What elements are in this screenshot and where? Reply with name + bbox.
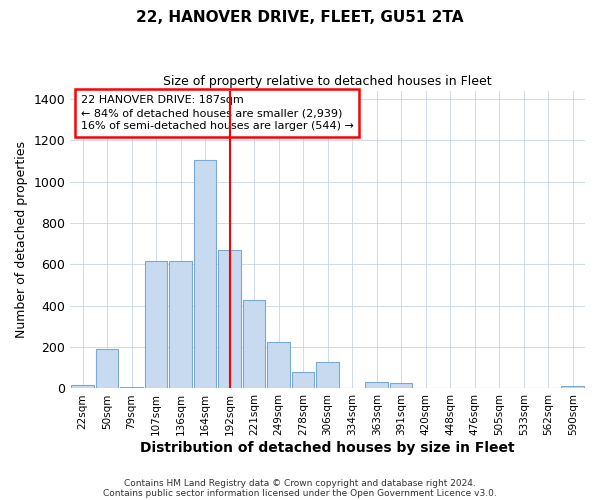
Bar [243, 300, 265, 388]
Bar [390, 384, 412, 388]
Text: Contains public sector information licensed under the Open Government Licence v3: Contains public sector information licen… [103, 488, 497, 498]
Bar [316, 362, 339, 388]
Bar [218, 250, 241, 388]
X-axis label: Distribution of detached houses by size in Fleet: Distribution of detached houses by size … [140, 441, 515, 455]
Bar [169, 261, 192, 388]
Bar [562, 386, 584, 388]
Text: Contains HM Land Registry data © Crown copyright and database right 2024.: Contains HM Land Registry data © Crown c… [124, 478, 476, 488]
Bar [292, 372, 314, 388]
Bar [194, 160, 217, 388]
Text: 22 HANOVER DRIVE: 187sqm
← 84% of detached houses are smaller (2,939)
16% of sem: 22 HANOVER DRIVE: 187sqm ← 84% of detach… [80, 95, 353, 132]
Y-axis label: Number of detached properties: Number of detached properties [15, 141, 28, 338]
Bar [145, 261, 167, 388]
Bar [268, 342, 290, 388]
Text: 22, HANOVER DRIVE, FLEET, GU51 2TA: 22, HANOVER DRIVE, FLEET, GU51 2TA [136, 10, 464, 25]
Bar [71, 386, 94, 388]
Bar [365, 382, 388, 388]
Title: Size of property relative to detached houses in Fleet: Size of property relative to detached ho… [163, 75, 492, 88]
Bar [96, 349, 118, 389]
